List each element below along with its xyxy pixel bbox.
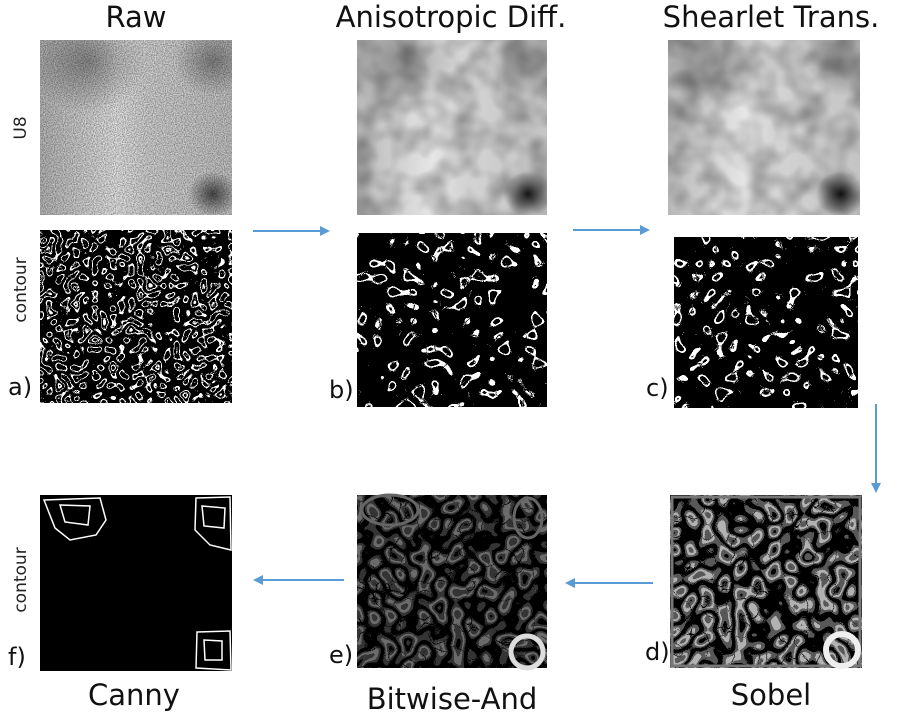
image-canny [40, 495, 232, 671]
image-sobel [670, 495, 862, 668]
title: Raw [105, 0, 166, 34]
row-labels: U8 contour contour [11, 116, 31, 612]
contour-shearlet [672, 235, 860, 410]
panel-label: e) [329, 641, 353, 669]
panel-label: f) [8, 643, 26, 671]
image-raw [40, 40, 232, 215]
panel-label: b) [329, 376, 354, 404]
image-bitwise-and [357, 495, 547, 668]
title: Anisotropic Diff. [336, 0, 567, 34]
row-label: contour [11, 547, 31, 612]
contour-raw [40, 230, 232, 403]
title: Canny [88, 678, 180, 712]
row-label: U8 [11, 116, 31, 139]
contour-anisotropic [357, 233, 547, 407]
image-shearlet [668, 40, 860, 215]
image-anisotropic [357, 40, 547, 215]
figure: Raw Anisotropic Diff. Shearlet Trans. Ca… [0, 0, 899, 719]
title: Bitwise-And [367, 682, 538, 716]
title: Sobel [731, 678, 811, 712]
title: Shearlet Trans. [663, 0, 880, 34]
row-label: contour [11, 257, 31, 322]
panel-label: a) [8, 373, 32, 401]
panel-label: d) [645, 638, 670, 666]
panel-label: c) [646, 374, 669, 402]
